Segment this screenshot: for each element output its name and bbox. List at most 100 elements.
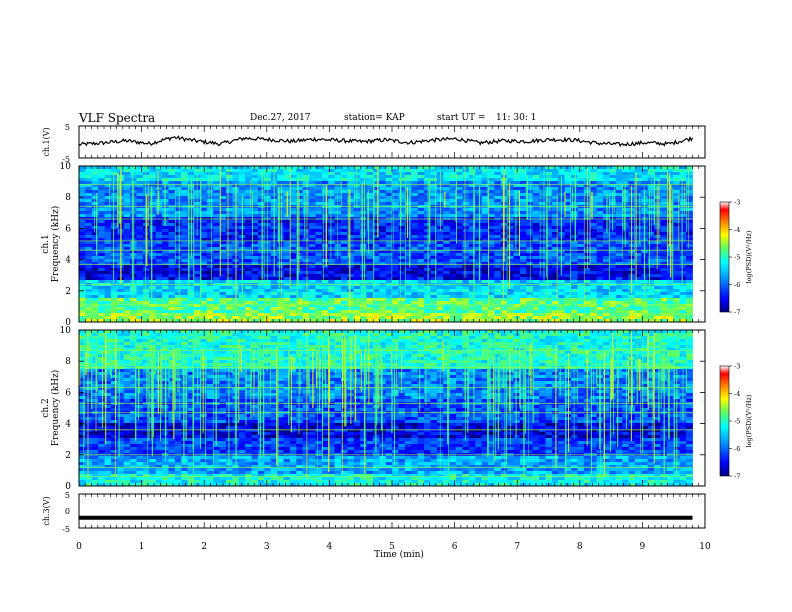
spectrogram-cell [360, 271, 367, 275]
spectrogram-cell [206, 190, 214, 194]
spectrogram-cell [679, 298, 687, 302]
spectrogram-cell [225, 214, 233, 218]
spectrogram-cell [251, 235, 259, 239]
spectrogram-cell [181, 310, 189, 314]
spectrogram-cell [660, 304, 668, 308]
spectrogram-cell [686, 301, 693, 305]
spectrogram-cell [219, 256, 227, 260]
spectrogram-cell [436, 214, 444, 218]
spectrogram-cell [526, 265, 534, 269]
spectrogram-cell [334, 310, 342, 314]
spectrogram-cell [360, 223, 367, 227]
spectrogram-cell [366, 202, 374, 206]
spectrogram-cell [245, 166, 252, 170]
spectrogram-cell [507, 271, 514, 275]
spectrogram-cell [264, 178, 272, 182]
spectrogram-cell [296, 262, 304, 266]
spectrogram-cell [443, 289, 451, 293]
spectrogram-cell [110, 199, 118, 203]
spectrogram-cell [686, 247, 693, 251]
spectrogram-cell [289, 262, 297, 266]
spectrogram-cell [513, 292, 521, 296]
spectrogram-cell [328, 178, 336, 182]
spectrogram-cell [251, 229, 259, 233]
spectrogram-cell [98, 220, 105, 224]
spectrogram-cell [392, 187, 399, 191]
spectrogram-cell [519, 304, 527, 308]
spectrogram-cell [123, 304, 131, 308]
spectrogram-cell [468, 274, 476, 278]
spectrogram-cell [398, 268, 406, 272]
spectrogram-cell [136, 190, 144, 194]
spectrogram-cell [379, 259, 387, 263]
spectrogram-cell [104, 241, 112, 245]
spectrogram-cell [398, 166, 406, 170]
spectrogram-cell [136, 229, 144, 233]
spectrogram-cell [430, 202, 438, 206]
spectrogram-cell [526, 313, 534, 317]
spectrogram-cell [411, 199, 419, 203]
spectrogram-cell [436, 211, 444, 215]
spectrogram-cell [481, 181, 489, 185]
spectrogram-cell [379, 169, 387, 173]
spectrogram-cell [174, 280, 182, 284]
spectrogram-cell [596, 190, 604, 194]
spectrogram-cell [481, 256, 489, 260]
spectrogram-cell [162, 280, 169, 284]
spectrogram-cell [609, 247, 617, 251]
spectrogram-cell [385, 277, 393, 281]
spectrogram-cell [417, 214, 425, 218]
spectrogram-cell [686, 277, 693, 281]
spectrogram-cell [251, 295, 259, 299]
spectrogram-cell [142, 190, 150, 194]
spectrogram-cell [456, 229, 463, 233]
spectrogram-cell [609, 241, 617, 245]
spectrogram-cell [302, 286, 310, 290]
spectrogram-cell [123, 172, 131, 176]
spectrogram-cell [513, 307, 521, 311]
spectrogram-cell [251, 298, 259, 302]
spectrogram-cell [328, 295, 336, 299]
spectrogram-cell [91, 271, 99, 275]
spectrogram-cell [686, 226, 693, 230]
spectrogram-cell [309, 232, 316, 236]
spectrogram-cell [468, 175, 476, 179]
spectrogram-cell [686, 208, 693, 212]
spectrogram-cell [85, 220, 93, 224]
spectrogram-cell [277, 268, 284, 272]
spectrogram-cell [98, 274, 105, 278]
spectrogram-cell [104, 181, 112, 185]
spectrogram-cell [104, 313, 112, 317]
spectrogram-cell [341, 202, 348, 206]
spectrogram-cell [79, 196, 86, 200]
spectrogram-cell [519, 232, 527, 236]
spectrogram-cell [545, 220, 553, 224]
spectrogram-cell [526, 196, 534, 200]
spectrogram-cell [321, 313, 329, 317]
spectrogram-cell [328, 220, 336, 224]
spectrogram-cell [309, 241, 316, 245]
spectrogram-cell [392, 214, 399, 218]
spectrogram-cell [660, 223, 668, 227]
spectrogram-cell [532, 208, 540, 212]
spectrogram-cell [603, 166, 610, 170]
spectrogram-cell [238, 190, 246, 194]
spectrogram-cell [379, 241, 387, 245]
spectrogram-cell [500, 292, 508, 296]
spectrogram-cell [162, 256, 169, 260]
spectrogram-cell [302, 259, 310, 263]
spectrogram-cell [424, 313, 431, 317]
spectrogram-cell [257, 193, 265, 197]
spectrogram-cell [551, 169, 559, 173]
spectrogram-cell [615, 178, 623, 182]
spectrogram-cell [353, 211, 361, 215]
spectrogram-cell [404, 271, 412, 275]
spectrogram-cell [181, 208, 189, 212]
spectrogram-cell [654, 175, 661, 179]
spectrogram-cell [513, 208, 521, 212]
spectrogram-cell [436, 202, 444, 206]
spectrogram-cell [596, 244, 604, 248]
spectrogram-cell [283, 232, 291, 236]
spectrogram-cell [583, 277, 591, 281]
spectrogram-cell [500, 274, 508, 278]
